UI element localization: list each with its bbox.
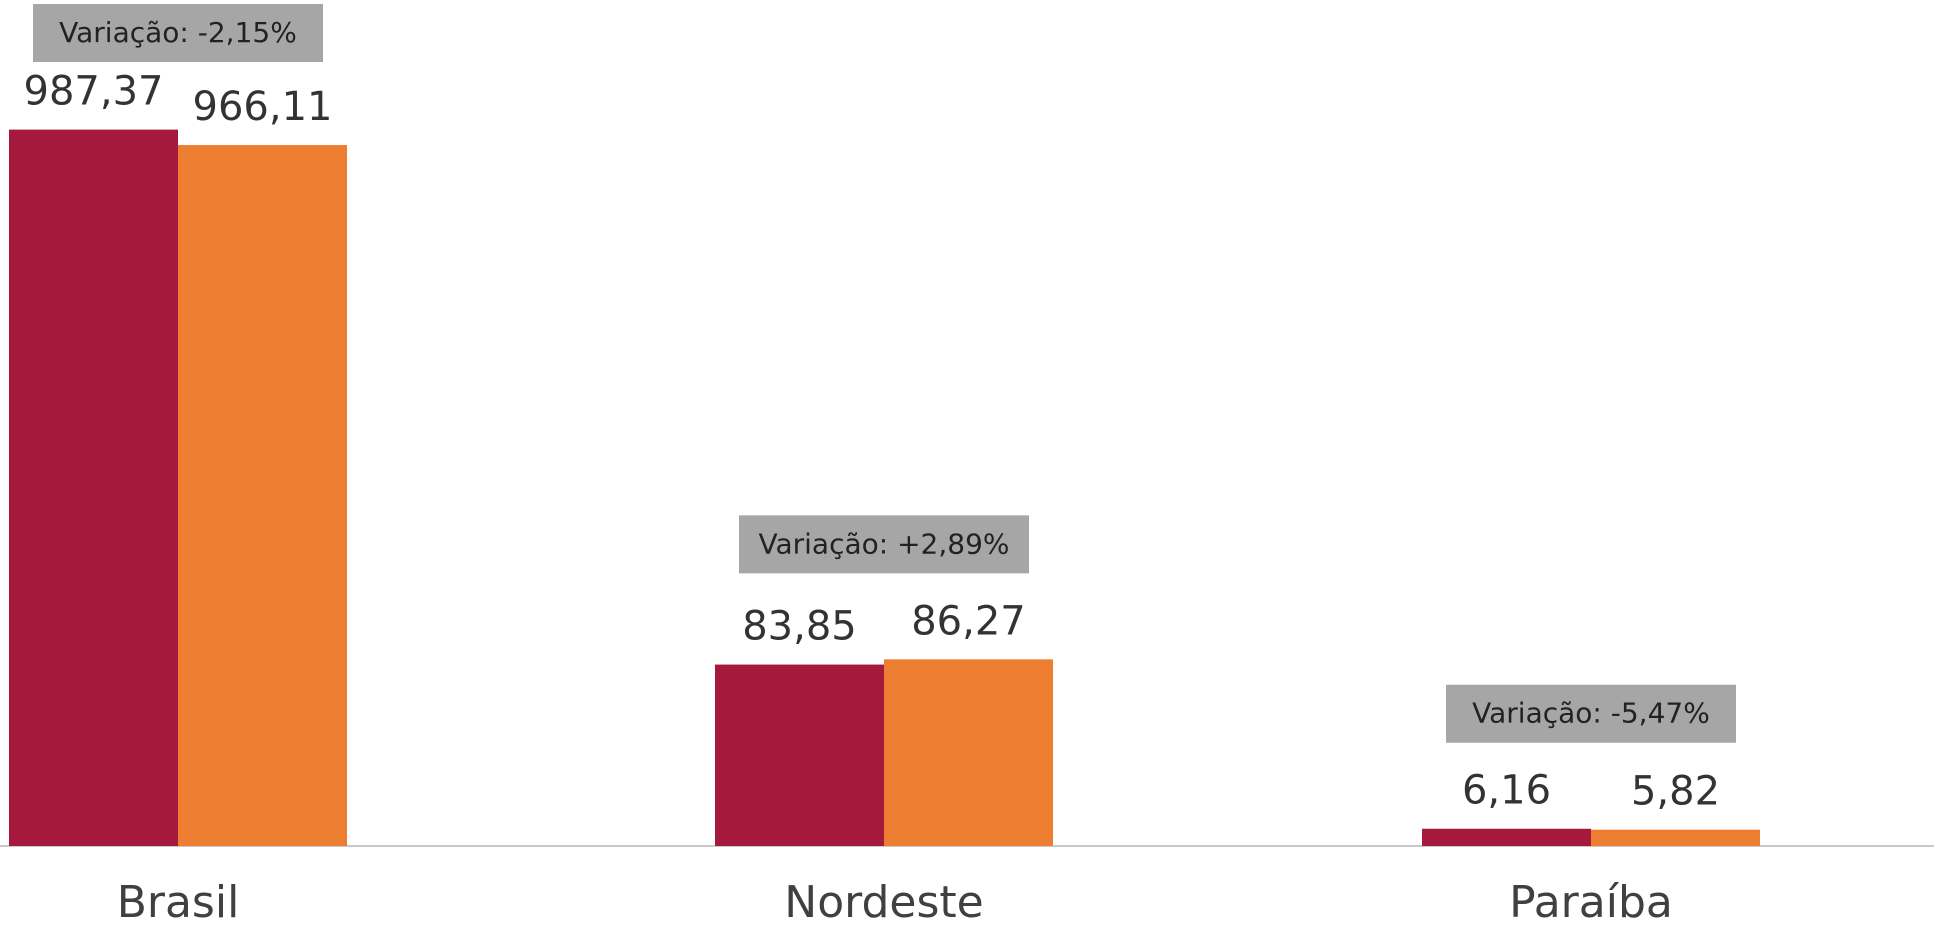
- annotation-box: [1446, 684, 1736, 743]
- annotation: Variação: -2,15%: [59, 16, 297, 49]
- annotation-box: [33, 4, 323, 62]
- annotation-box: [739, 515, 1029, 574]
- x-tick-label: Paraíba: [1509, 877, 1673, 928]
- value-label: 86,27: [911, 598, 1026, 644]
- bar: [9, 129, 178, 846]
- value-label: 966,11: [193, 84, 333, 130]
- value-label: 6,16: [1462, 768, 1551, 814]
- bar: [715, 664, 884, 846]
- bar: [884, 659, 1053, 846]
- bar: [1591, 829, 1760, 846]
- annotation: Variação: -5,47%: [1472, 697, 1710, 730]
- x-tick-label: Brasil: [117, 877, 240, 928]
- bar: [178, 145, 347, 846]
- annotation: Variação: +2,89%: [758, 527, 1009, 560]
- value-label: 987,37: [24, 69, 164, 115]
- value-label: 5,82: [1631, 769, 1720, 815]
- value-label: 83,85: [742, 604, 857, 650]
- x-tick-label: Nordeste: [784, 877, 983, 928]
- bar: [1422, 828, 1591, 846]
